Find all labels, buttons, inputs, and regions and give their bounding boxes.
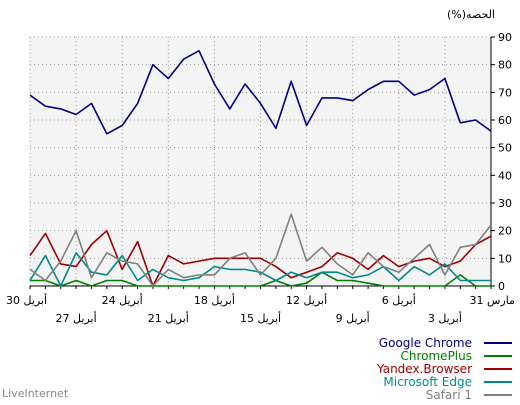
series-line-safari-1 — [29, 213, 492, 287]
y-axis-label: (%)الحصه — [447, 8, 495, 21]
x-tick-label: 9 أبريل — [336, 311, 370, 325]
y-tick-label: 60 — [498, 114, 512, 127]
x-tick-label: 12 أبريل — [286, 293, 327, 307]
y-tick-label: 50 — [498, 142, 512, 155]
x-tick-label: 21 أبريل — [148, 311, 189, 325]
x-tick-label: 15 أبريل — [240, 311, 281, 325]
brand-label: LiveInternet — [2, 387, 69, 400]
x-axis: 31 مارس 6 أبريل 12 أبريل 18 أبريل 24 أبريل 30… — [6, 285, 516, 325]
y-tick-label: 70 — [498, 86, 512, 99]
x-tick-label: 30 أبريل — [6, 293, 47, 307]
y-tick-label: 10 — [498, 252, 512, 265]
legend-label: Microsoft Edge — [383, 375, 472, 389]
y-tick-label: 40 — [498, 169, 512, 182]
y-tick-label: 80 — [498, 59, 512, 72]
x-tick-label: 6 أبريل — [382, 293, 416, 307]
y-tick-label: 90 — [498, 31, 512, 44]
series-line-yandex-browser — [29, 229, 492, 287]
series-line-chromeplus — [30, 271, 491, 287]
y-axis: 0 10 20 30 40 50 60 70 80 90 — [490, 31, 512, 293]
x-tick-label: 27 أبريل — [56, 311, 97, 325]
legend-label: ChromePlus — [401, 349, 473, 363]
y-tick-label: 0 — [498, 280, 505, 293]
x-tick-label: 18 أبريل — [194, 293, 235, 307]
y-tick-label: 30 — [498, 197, 512, 210]
x-tick-label: 24 أبريل — [102, 293, 143, 307]
legend-label: Yandex.Browser — [376, 362, 472, 376]
grid — [29, 36, 492, 286]
series-lines — [29, 49, 492, 287]
x-tick-label: 3 أبريل — [428, 311, 462, 325]
y-tick-label: 20 — [498, 225, 512, 238]
legend-label: Google Chrome — [379, 336, 472, 350]
x-tick-label: 31 مارس — [470, 294, 516, 307]
legend-label: Safari 1 — [426, 388, 472, 402]
series-line-microsoft-edge — [29, 252, 491, 287]
series-line-google-chrome — [29, 49, 492, 135]
legend: Google ChromeChromePlusYandex.BrowserMic… — [376, 336, 512, 402]
